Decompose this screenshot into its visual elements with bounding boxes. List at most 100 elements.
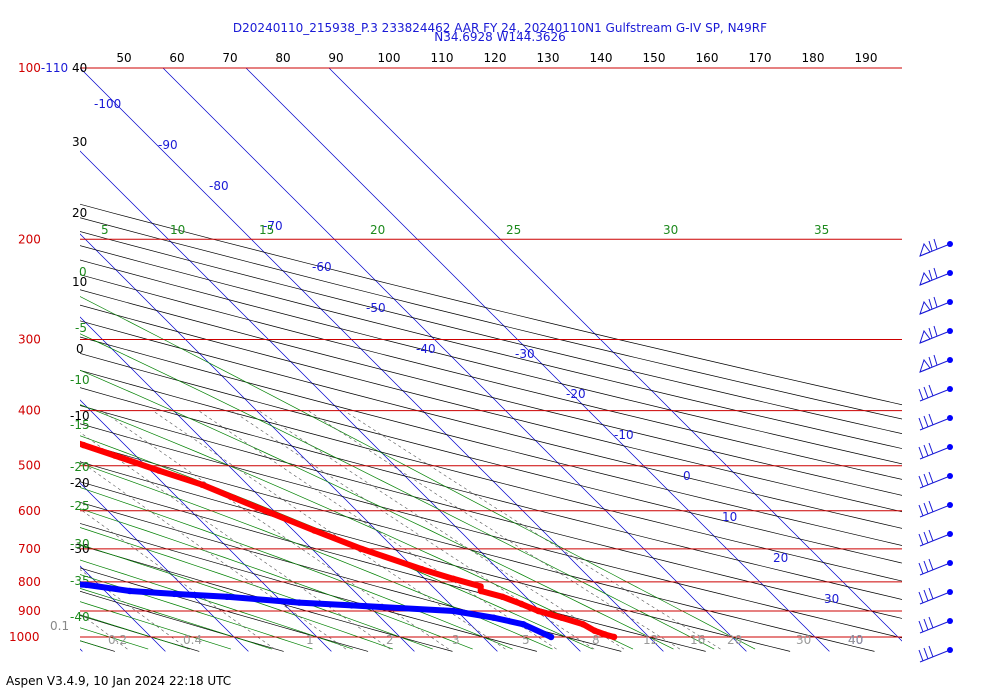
wind-barb-flag — [923, 589, 929, 602]
pressure-label: 300 — [18, 332, 41, 346]
dry-adiabat-line — [80, 304, 902, 513]
wind-barb — [919, 267, 951, 286]
left-inner-label: -20 — [70, 476, 90, 490]
pressure-label: 700 — [18, 542, 41, 556]
wind-barb-shaft — [919, 446, 951, 460]
isotherm-label: 10 — [722, 510, 737, 524]
moist-adiabat-label: 25 — [506, 223, 521, 237]
wind-barb — [918, 587, 951, 605]
mixing-ratio-line — [231, 410, 595, 650]
moist-adiabat-label: 10 — [170, 223, 185, 237]
wind-barb — [919, 325, 951, 344]
dewpoint-point — [296, 599, 303, 606]
wind-barb — [918, 384, 951, 402]
wind-barb-flag — [918, 649, 924, 662]
wind-barb-flag — [928, 269, 933, 281]
isotherm-label: -40 — [416, 342, 436, 356]
mixing-ratio-line — [307, 410, 681, 650]
wind-barb — [918, 645, 951, 663]
wind-barb-pennant — [919, 242, 931, 257]
temperature-point — [535, 607, 542, 615]
temperature-point — [231, 494, 238, 502]
dry-adiabat-line — [80, 274, 902, 480]
top-axis-label: 70 — [222, 51, 237, 65]
temperature-point — [601, 631, 609, 638]
dry-adiabat-line — [80, 259, 902, 465]
wind-barb-flag — [923, 531, 929, 544]
isotherm-label: -70 — [263, 219, 283, 233]
temperature-point — [499, 593, 506, 600]
temperature-point — [262, 507, 269, 514]
mixing-ratio-label: 2 — [386, 633, 394, 647]
wind-barb — [919, 354, 951, 373]
wind-barb-shaft — [919, 475, 951, 489]
sounding-profiles — [80, 440, 618, 641]
moist-adiabat-label: 15 — [259, 223, 274, 237]
wind-barb — [918, 529, 951, 547]
wind-barb-flag — [928, 645, 934, 658]
isotherm-label: -20 — [566, 387, 586, 401]
wind-barb-pennant — [919, 300, 931, 315]
wind-barb — [918, 471, 951, 489]
wind-barb-flag — [928, 471, 934, 484]
wind-barb-shaft — [919, 620, 951, 634]
dewpoint-point — [348, 602, 355, 609]
dewpoint-point — [490, 614, 497, 621]
wind-barb — [918, 500, 951, 518]
top-axis-label: 50 — [116, 51, 131, 65]
wind-barb-shaft — [919, 533, 951, 547]
pressure-label: 1000 — [9, 630, 40, 644]
mixing-ratio-label: 3 — [452, 633, 460, 647]
wind-barb — [919, 296, 951, 315]
isotherm-label: -60 — [312, 260, 332, 274]
dry-adiabat-line — [80, 336, 902, 546]
top-axis-label: 140 — [590, 51, 613, 65]
dewpoint-point — [83, 581, 90, 589]
temperature-point — [111, 452, 119, 459]
top-axis-label: 130 — [537, 51, 560, 65]
wind-barb-flag — [923, 415, 929, 428]
wind-barb-flag — [918, 504, 924, 517]
left-inner-label: -30 — [70, 542, 90, 556]
left-inner-label: 40 — [72, 61, 87, 75]
isotherm-label: 40 — [848, 633, 863, 647]
wind-barb-flag — [918, 417, 924, 430]
left-inner-label: 30 — [72, 135, 87, 149]
top-axis-label: 120 — [484, 51, 507, 65]
dry-adiabat-line — [80, 320, 902, 529]
temperature-profile-line — [80, 440, 618, 640]
dewpoint-point — [223, 593, 231, 600]
wind-barb-flag — [928, 500, 934, 513]
wind-barb-flag — [928, 442, 934, 455]
wind-barb-flag — [928, 356, 933, 368]
mixing-ratio-label: 8 — [592, 633, 600, 647]
temperature-point — [477, 583, 484, 590]
temperature-point — [358, 545, 365, 553]
dewpoint-point — [547, 633, 555, 641]
wind-barb-shaft — [919, 504, 951, 518]
wind-barb-flag — [933, 325, 938, 337]
isotherm-label: -10 — [614, 428, 634, 442]
temperature-point — [477, 587, 485, 595]
moist-adiabat-label: -20 — [70, 460, 90, 474]
top-axis-label: 110 — [431, 51, 454, 65]
wind-barb-flag — [928, 413, 934, 426]
pressure-label: 600 — [18, 504, 41, 518]
wind-barb-shaft — [919, 417, 951, 431]
dewpoint-point — [171, 590, 178, 598]
dewpoint-point — [450, 607, 457, 615]
moist-adiabat-label: -25 — [70, 499, 90, 513]
left-inner-label: 0.1 — [50, 619, 69, 633]
top-axis-label: 190 — [855, 51, 878, 65]
chart-subtitle: N34.6928 W144.3626 — [434, 30, 566, 44]
wind-barb-flag — [928, 298, 933, 310]
wind-barb-shaft — [919, 562, 951, 576]
top-axis-label: 160 — [696, 51, 719, 65]
wind-barb-flag — [918, 591, 924, 604]
dry-adiabat-line — [80, 217, 902, 420]
wind-barb-flag — [918, 388, 924, 401]
temperature-point — [591, 627, 598, 634]
isotherm-label: 0 — [683, 469, 691, 483]
wind-barb-flag — [928, 384, 934, 397]
